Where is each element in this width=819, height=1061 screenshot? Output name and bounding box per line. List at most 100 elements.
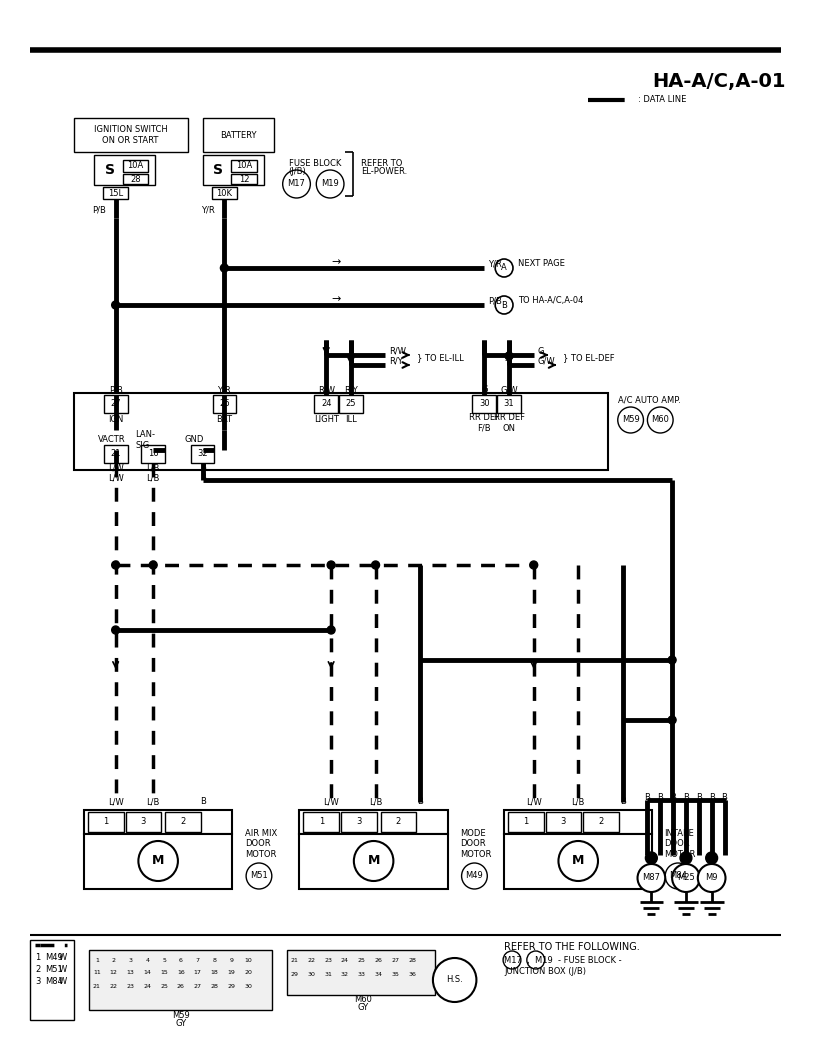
Text: R/W: R/W (389, 347, 406, 355)
Text: W: W (59, 954, 67, 962)
Bar (122, 174, 148, 184)
Bar (84, 810, 232, 834)
Text: G/W: G/W (500, 385, 518, 395)
Text: B: B (200, 464, 206, 472)
Text: M: M (152, 854, 164, 868)
Text: 15: 15 (160, 971, 168, 975)
Text: 23: 23 (126, 984, 134, 989)
Text: 5: 5 (162, 957, 165, 962)
Text: 2: 2 (598, 817, 603, 827)
Text: 10A: 10A (127, 161, 143, 171)
Text: BAT: BAT (216, 416, 232, 424)
Bar (74, 393, 607, 470)
Text: 9: 9 (229, 957, 233, 962)
Text: B: B (500, 300, 506, 310)
Bar (29, 940, 74, 1020)
Circle shape (617, 407, 643, 433)
Bar (231, 174, 256, 184)
Bar (165, 812, 201, 832)
Bar (141, 445, 165, 463)
Circle shape (327, 626, 335, 634)
Text: 24: 24 (143, 984, 151, 989)
Text: 30: 30 (244, 984, 251, 989)
Bar (299, 834, 447, 889)
Text: LIGHT: LIGHT (314, 416, 338, 424)
Circle shape (149, 561, 157, 569)
Text: 16: 16 (177, 971, 184, 975)
Text: 32: 32 (341, 973, 349, 977)
Circle shape (316, 170, 343, 198)
Text: RR DEF
F/B: RR DEF F/B (468, 414, 500, 433)
Text: 16: 16 (147, 450, 158, 458)
Text: 31: 31 (324, 973, 332, 977)
Text: 2: 2 (35, 966, 41, 974)
Text: REFER TO THE FOLLOWING.: REFER TO THE FOLLOWING. (504, 942, 639, 952)
Text: 25: 25 (160, 984, 168, 989)
Text: H.S.: H.S. (446, 975, 463, 985)
Text: 3: 3 (129, 957, 133, 962)
Bar (545, 812, 581, 832)
Text: RR DEF
ON: RR DEF ON (493, 414, 524, 433)
Circle shape (461, 863, 486, 889)
Text: 3: 3 (141, 817, 146, 827)
Text: 1: 1 (95, 957, 98, 962)
Text: 31: 31 (503, 400, 514, 408)
Text: S: S (213, 163, 223, 177)
Text: GY: GY (175, 1019, 186, 1027)
Text: 14: 14 (143, 971, 151, 975)
Text: L/B: L/B (369, 798, 382, 806)
Text: 10K: 10K (216, 189, 232, 197)
Text: 29: 29 (290, 973, 298, 977)
Text: M25: M25 (676, 873, 694, 883)
Bar (211, 187, 237, 199)
Text: 30: 30 (307, 973, 314, 977)
Text: →: → (331, 294, 341, 305)
Text: 28: 28 (130, 174, 141, 184)
Bar (74, 118, 188, 152)
Bar (338, 395, 362, 413)
Text: 29: 29 (227, 984, 235, 989)
Text: 7: 7 (196, 957, 200, 962)
Text: 26: 26 (177, 984, 184, 989)
Text: S: S (105, 163, 115, 177)
Text: B: B (669, 794, 675, 802)
Bar (472, 395, 495, 413)
Text: M60: M60 (353, 995, 371, 1005)
Bar (508, 812, 543, 832)
Bar (84, 834, 232, 889)
Text: ILL: ILL (345, 416, 356, 424)
Circle shape (672, 864, 699, 892)
Text: 19: 19 (227, 971, 235, 975)
Text: M17: M17 (287, 179, 305, 189)
Text: 27: 27 (111, 400, 121, 408)
Text: L/B: L/B (147, 464, 160, 472)
Circle shape (111, 626, 120, 634)
Circle shape (503, 951, 520, 969)
Bar (104, 395, 127, 413)
Text: INTAKE
DOOR
MOTOR: INTAKE DOOR MOTOR (663, 829, 695, 859)
Circle shape (495, 296, 513, 314)
Circle shape (647, 407, 672, 433)
Text: 28: 28 (408, 957, 415, 962)
Text: B: B (619, 798, 625, 806)
Text: →: → (504, 355, 511, 365)
Bar (287, 950, 434, 995)
Bar (582, 812, 618, 832)
Text: NEXT PAGE: NEXT PAGE (518, 260, 564, 268)
Text: 24: 24 (320, 400, 331, 408)
Text: 15L: 15L (108, 189, 123, 197)
Text: 6: 6 (179, 957, 183, 962)
Text: LAN-
SIG: LAN- SIG (135, 431, 156, 450)
Circle shape (667, 656, 675, 664)
Text: A: A (500, 263, 506, 273)
Text: FUSE BLOCK: FUSE BLOCK (288, 158, 341, 168)
Bar (299, 810, 447, 834)
Text: 3: 3 (35, 977, 41, 987)
Text: 22: 22 (110, 984, 117, 989)
Text: B: B (708, 794, 713, 802)
Text: B: B (200, 798, 206, 806)
Text: 4: 4 (145, 957, 149, 962)
Text: 2: 2 (396, 817, 400, 827)
Text: GND: GND (184, 435, 204, 445)
Text: M49: M49 (45, 954, 63, 962)
